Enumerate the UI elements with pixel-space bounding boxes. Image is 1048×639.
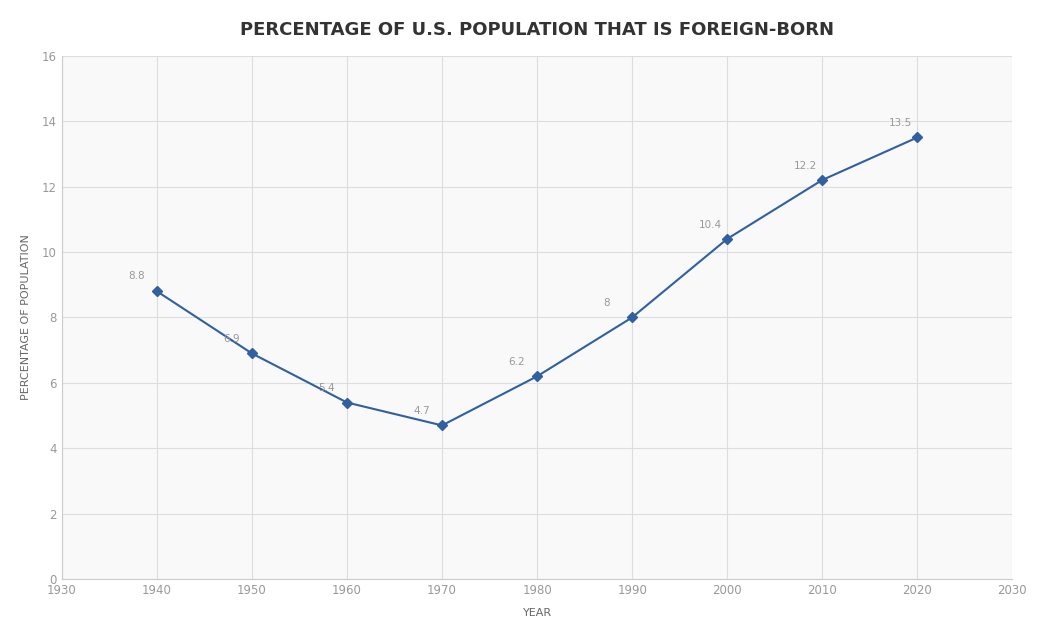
Title: PERCENTAGE OF U.S. POPULATION THAT IS FOREIGN-BORN: PERCENTAGE OF U.S. POPULATION THAT IS FO… (240, 21, 834, 39)
Text: 5.4: 5.4 (319, 383, 335, 394)
Text: 4.7: 4.7 (414, 406, 430, 416)
Text: 8.8: 8.8 (128, 272, 145, 281)
Text: 8: 8 (604, 298, 610, 308)
Text: 6.9: 6.9 (223, 334, 240, 344)
X-axis label: YEAR: YEAR (523, 608, 551, 618)
Text: 13.5: 13.5 (889, 118, 912, 128)
Text: 10.4: 10.4 (699, 220, 722, 230)
Text: 6.2: 6.2 (508, 357, 525, 367)
Text: 12.2: 12.2 (793, 161, 817, 171)
Y-axis label: PERCENTAGE OF POPULATION: PERCENTAGE OF POPULATION (21, 235, 30, 401)
